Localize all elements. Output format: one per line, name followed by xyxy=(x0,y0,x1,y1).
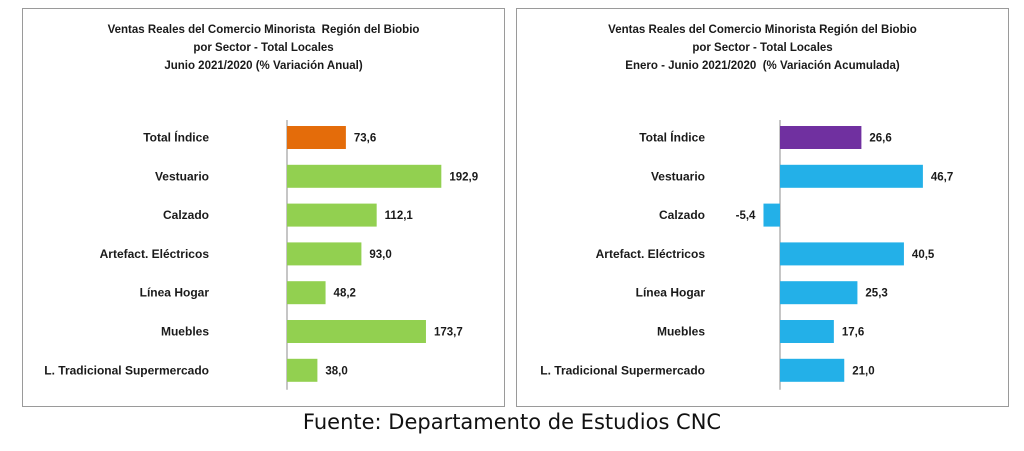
bar-chart-cumulative: Total Índice 26,6 Vestuario 46,7 Calzado -5,4… xyxy=(540,120,953,390)
bar-l-tradicional-supermercado xyxy=(287,358,318,382)
data-label-l-tradicional-supermercado: 21,0 xyxy=(852,365,874,377)
bar-chart-annual: Total Índice 73,6 Vestuario 192,9 Calzado 112… xyxy=(44,120,478,390)
bar-calzado xyxy=(287,203,377,227)
category-label-vestuario: Vestuario xyxy=(155,169,209,183)
source-note: Fuente: Departamento de Estudios CNC xyxy=(302,410,722,434)
chart-title-line-2: por Sector - Total Locales xyxy=(692,42,833,54)
category-label-muebles: Muebles xyxy=(657,325,705,339)
category-label-l-tradicional-supermercado: L. Tradicional Supermercado xyxy=(44,363,209,377)
data-label-artefact-electricos: 93,0 xyxy=(369,249,391,261)
bar-total-indice xyxy=(780,126,862,149)
data-label-vestuario: 192,9 xyxy=(449,171,478,183)
bar-muebles xyxy=(287,320,426,343)
bar-artefact-electricos xyxy=(780,242,904,266)
bar-total-indice xyxy=(287,126,346,149)
chart-panel-annual: Ventas Reales del Comercio Minorista Reg… xyxy=(22,8,505,407)
data-label-total-indice: 73,6 xyxy=(354,133,376,145)
bar-linea-hogar xyxy=(287,281,326,305)
category-label-muebles: Muebles xyxy=(161,325,209,339)
bar-vestuario xyxy=(780,164,923,188)
data-label-linea-hogar: 25,3 xyxy=(865,288,887,300)
chart-title-line-1: Ventas Reales del Comercio Minorista Reg… xyxy=(608,24,917,36)
bar-vestuario xyxy=(287,164,442,188)
category-label-total-indice: Total Índice xyxy=(143,130,209,145)
bar-calzado xyxy=(763,203,780,227)
chart-title-line-3: Enero - Junio 2021/2020 (% Variación Acu… xyxy=(625,60,900,72)
chart-title-line-2: por Sector - Total Locales xyxy=(193,42,334,54)
chart-panel-cumulative: Ventas Reales del Comercio Minorista Reg… xyxy=(516,8,1009,407)
category-label-calzado: Calzado xyxy=(163,208,209,222)
data-label-muebles: 17,6 xyxy=(842,327,864,339)
category-label-l-tradicional-supermercado: L. Tradicional Supermercado xyxy=(540,363,705,377)
bar-linea-hogar xyxy=(780,281,858,305)
data-label-calzado: 112,1 xyxy=(385,210,414,222)
category-label-linea-hogar: Línea Hogar xyxy=(636,286,706,300)
chart-title-line-3: Junio 2021/2020 (% Variación Anual) xyxy=(164,60,363,72)
category-label-artefact-electricos: Artefact. Eléctricos xyxy=(100,247,210,261)
chart-title-line-1: Ventas Reales del Comercio Minorista Reg… xyxy=(107,24,420,36)
data-label-muebles: 173,7 xyxy=(434,327,463,339)
chart-title: Ventas Reales del Comercio Minorista Reg… xyxy=(23,21,504,75)
chart-title: Ventas Reales del Comercio Minorista Reg… xyxy=(517,21,1008,75)
data-label-calzado: -5,4 xyxy=(736,210,756,222)
data-label-vestuario: 46,7 xyxy=(931,171,953,183)
category-label-linea-hogar: Línea Hogar xyxy=(140,286,210,300)
category-label-artefact-electricos: Artefact. Eléctricos xyxy=(596,247,706,261)
bar-l-tradicional-supermercado xyxy=(780,358,845,382)
data-label-linea-hogar: 48,2 xyxy=(334,288,356,300)
data-label-artefact-electricos: 40,5 xyxy=(912,249,935,261)
data-label-total-indice: 26,6 xyxy=(869,133,891,145)
bar-artefact-electricos xyxy=(287,242,362,266)
data-label-l-tradicional-supermercado: 38,0 xyxy=(325,365,347,377)
category-label-calzado: Calzado xyxy=(659,208,705,222)
category-label-vestuario: Vestuario xyxy=(651,169,705,183)
category-label-total-indice: Total Índice xyxy=(639,130,705,145)
bar-muebles xyxy=(780,320,834,343)
